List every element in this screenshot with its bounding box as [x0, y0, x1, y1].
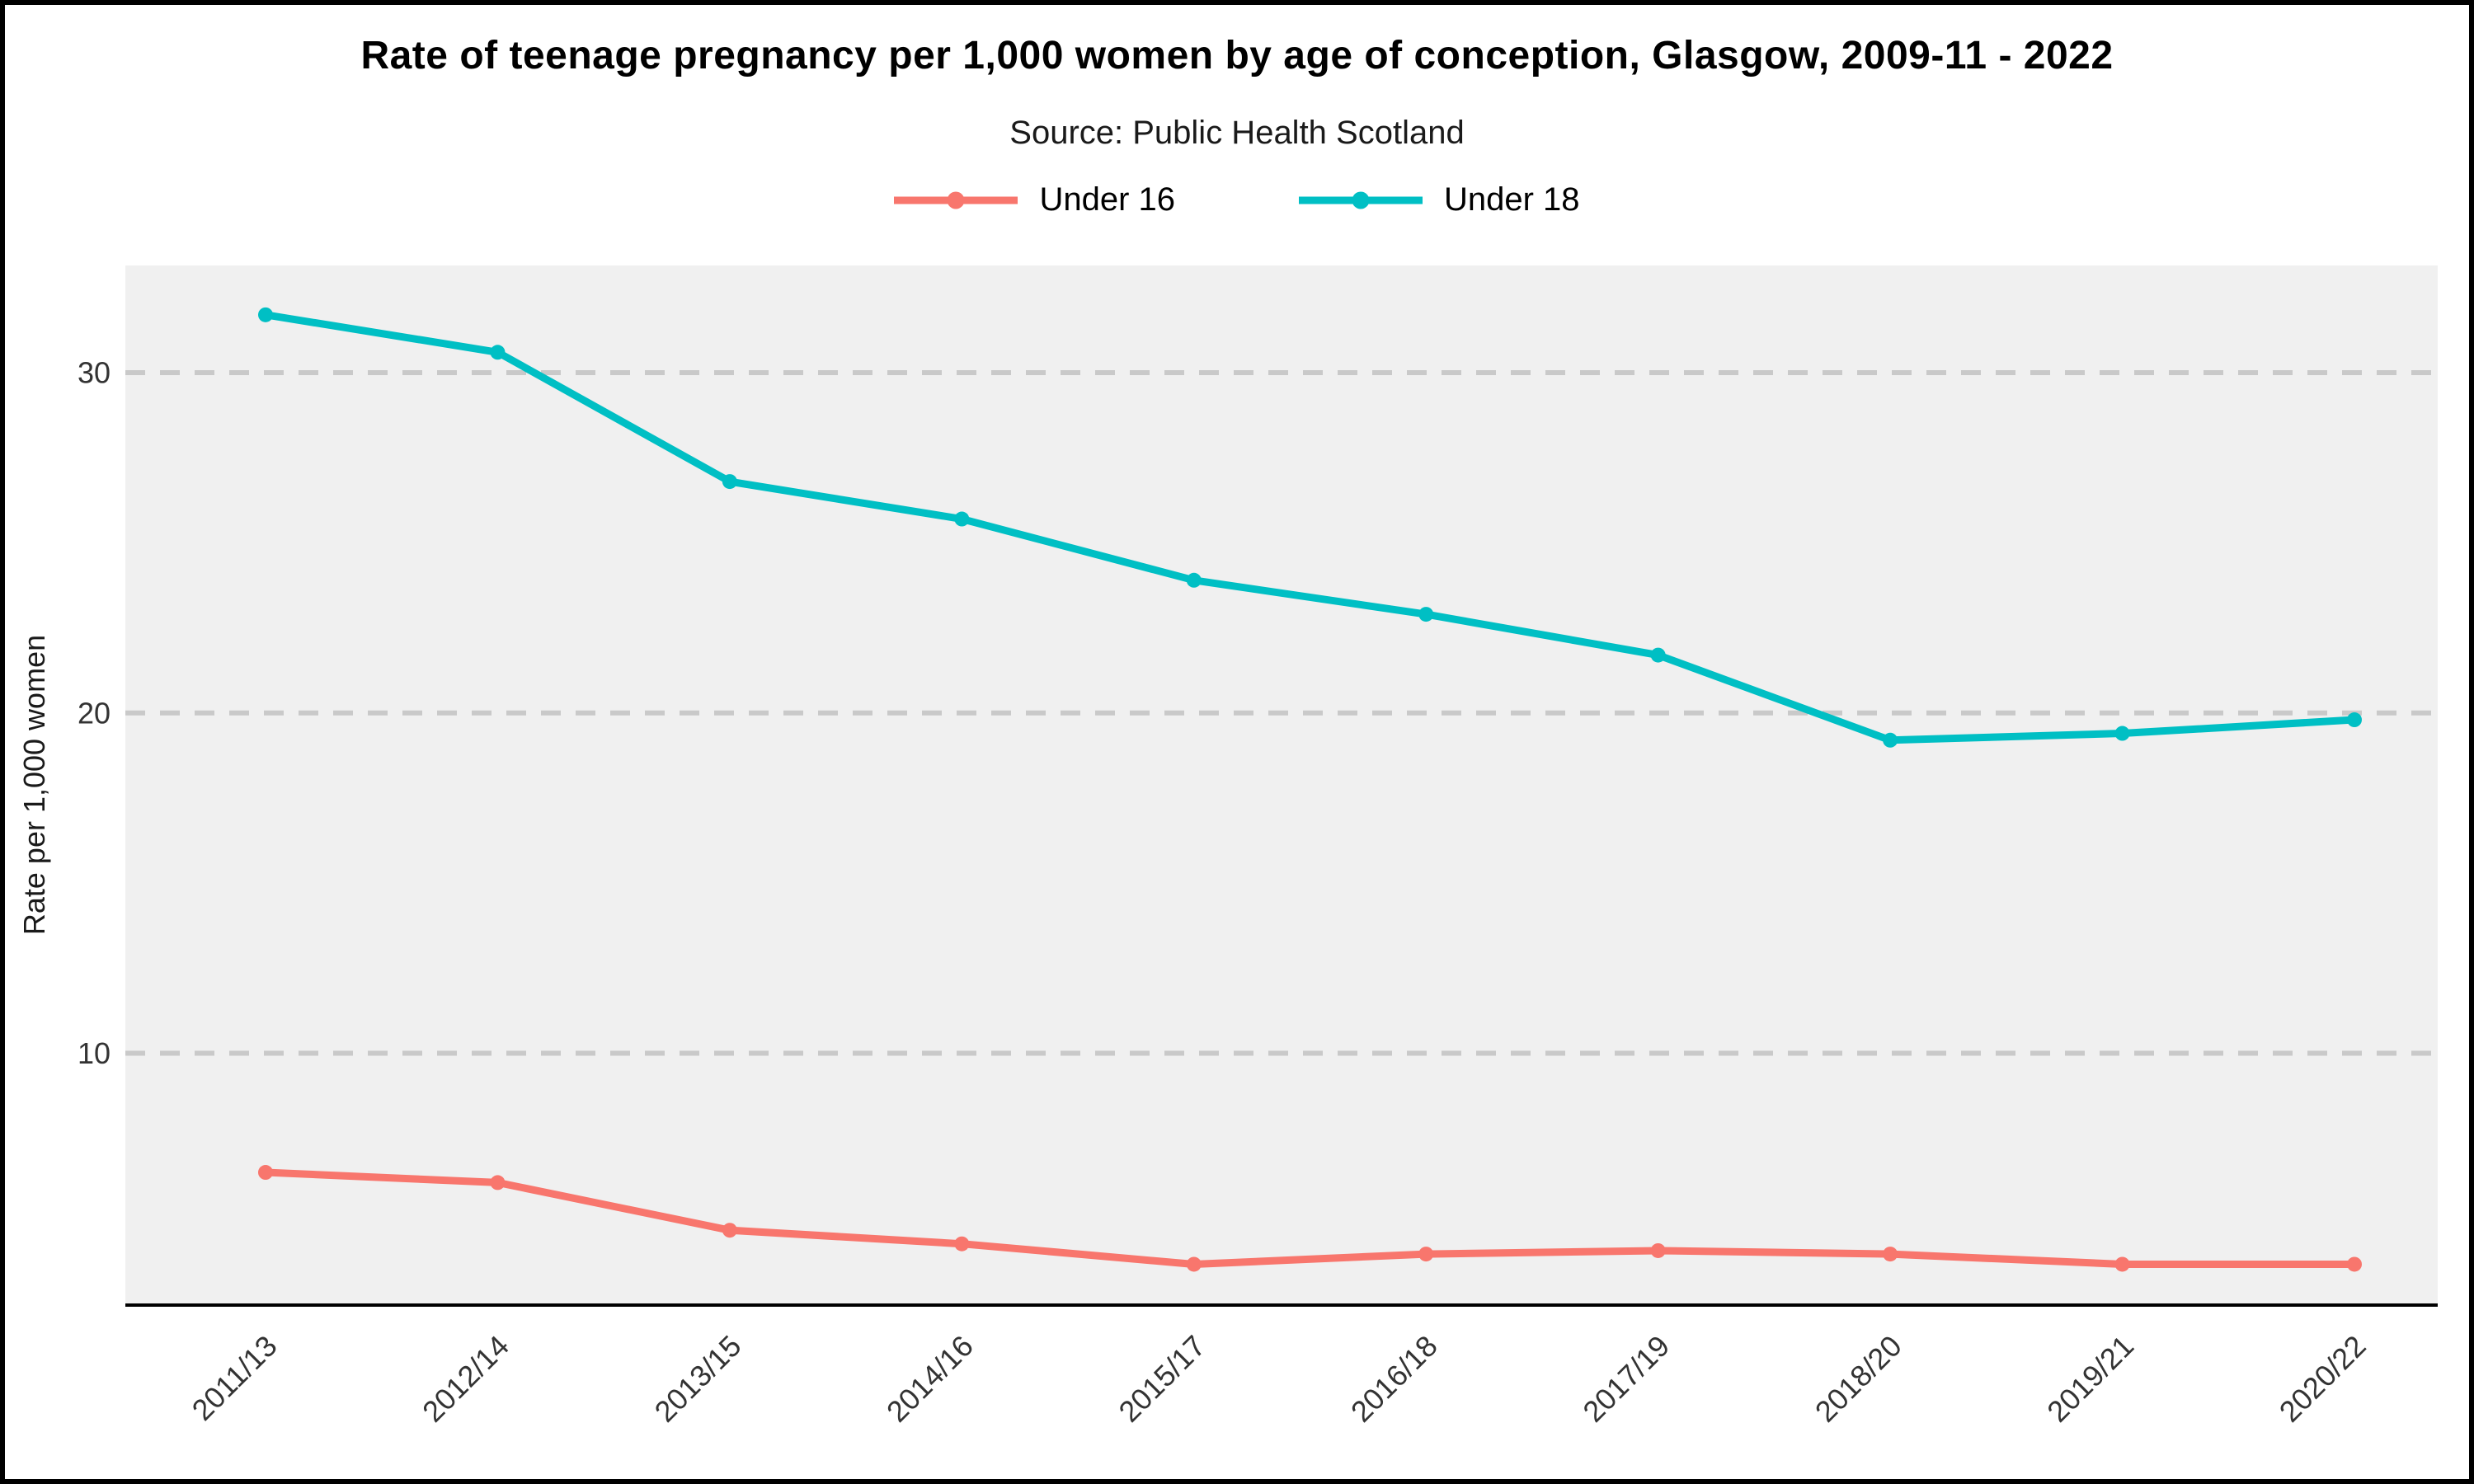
y-tick-label: 10 — [78, 1036, 111, 1070]
x-tick-label: 2012/14 — [416, 1329, 515, 1429]
data-point — [258, 307, 273, 322]
data-point — [490, 1175, 506, 1190]
x-tick-label: 2018/20 — [1808, 1329, 1908, 1429]
chart-subtitle: Source: Public Health Scotland — [1009, 115, 1465, 151]
x-tick-label: 2017/19 — [1576, 1329, 1676, 1429]
data-point — [722, 1223, 737, 1238]
x-tick-label: 2011/13 — [186, 1329, 284, 1427]
data-point — [954, 511, 970, 527]
x-tick-label: 2015/17 — [1112, 1329, 1211, 1429]
data-point — [2347, 712, 2362, 728]
y-axis-labels: 10 20 30 — [78, 356, 111, 1071]
y-tick-label: 20 — [78, 696, 111, 730]
x-tick-label: 2019/21 — [2040, 1329, 2140, 1429]
chart-header: Rate of teenage pregnancy per 1,000 wome… — [5, 5, 2469, 218]
data-point — [1186, 1256, 1202, 1272]
x-tick-label: 2016/18 — [1344, 1329, 1444, 1429]
data-point — [1650, 647, 1666, 663]
data-point — [954, 1236, 970, 1252]
x-tick-label: 2014/16 — [880, 1329, 980, 1429]
y-tick-label: 30 — [78, 356, 111, 390]
data-point — [1418, 1247, 1434, 1262]
data-point — [1883, 1247, 1898, 1262]
chart-title: Rate of teenage pregnancy per 1,000 wome… — [360, 34, 2114, 77]
legend-item-under-16: Under 16 — [894, 181, 1175, 218]
data-point — [490, 345, 506, 360]
gridlines — [125, 370, 2438, 1056]
series-under-16 — [258, 1165, 2362, 1272]
data-point — [258, 1165, 273, 1181]
series-under-18 — [258, 307, 2362, 748]
data-point — [1650, 1242, 1666, 1258]
legend: Under 16 Under 18 — [5, 181, 2469, 218]
legend-label: Under 16 — [1039, 181, 1175, 218]
chart-svg: 10 20 30 2011/13 2012/14 2013/15 2014/16 2015/… — [17, 265, 2438, 1429]
data-point — [2114, 726, 2130, 741]
legend-key-line-point-icon — [894, 190, 1018, 210]
data-point — [2114, 1256, 2130, 1272]
x-axis-labels: 2011/13 2012/14 2013/15 2014/16 2015/17 2016/… — [186, 1329, 2373, 1429]
x-tick-label: 2013/15 — [648, 1329, 748, 1429]
series-line — [261, 311, 2359, 744]
legend-item-under-18: Under 18 — [1299, 181, 1580, 218]
plot-panel — [125, 265, 2438, 1305]
y-axis-title: Rate per 1,000 women — [17, 635, 51, 935]
series-line — [261, 1168, 2359, 1268]
data-point — [1418, 607, 1434, 622]
legend-key-line-point-icon — [1299, 190, 1423, 210]
data-point — [1883, 732, 1898, 748]
data-point — [722, 474, 737, 490]
legend-label: Under 18 — [1444, 181, 1580, 218]
x-tick-label: 2020/22 — [2273, 1329, 2373, 1429]
data-point — [1186, 572, 1202, 588]
data-point — [2347, 1256, 2362, 1272]
series-group — [258, 307, 2362, 1272]
